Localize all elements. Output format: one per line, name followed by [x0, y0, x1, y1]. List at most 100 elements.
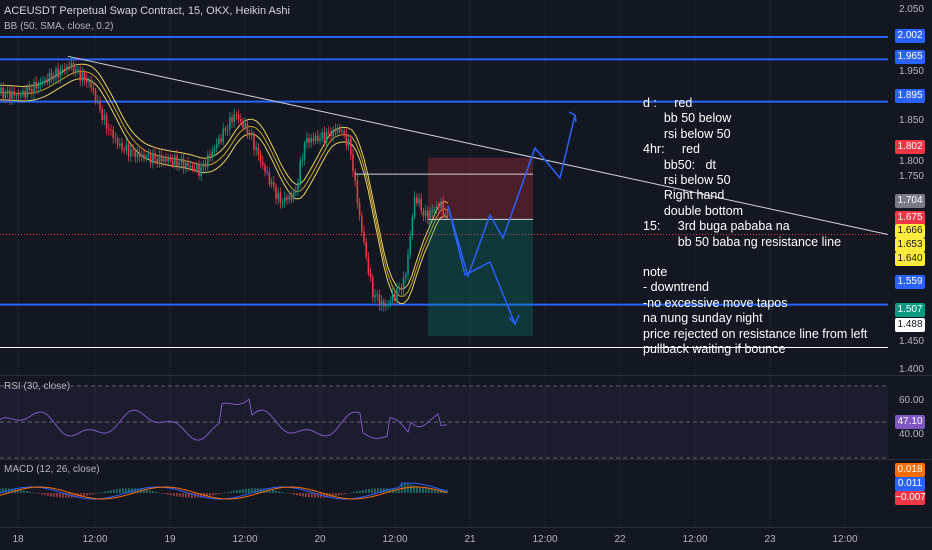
- candle-body: [57, 68, 59, 78]
- candle-body: [352, 154, 354, 172]
- candle-body: [424, 210, 427, 216]
- macd-histogram-bar: [230, 491, 232, 493]
- candle-body: [407, 254, 409, 275]
- macd-histogram-bar: [110, 490, 112, 493]
- macd-histogram-bar: [209, 493, 211, 497]
- candle-body: [167, 158, 169, 162]
- price-tag: 2.002: [895, 29, 925, 43]
- candle-body: [332, 129, 334, 137]
- price-tag: 1.559: [895, 275, 925, 289]
- candle-body: [79, 69, 81, 81]
- candle-body: [268, 172, 271, 185]
- macd-histogram-bar: [101, 492, 103, 493]
- drawings[interactable]: [67, 55, 889, 336]
- candle-body: [297, 182, 299, 192]
- macd-histogram-bar: [68, 493, 70, 498]
- pane-divider[interactable]: [0, 459, 932, 460]
- candle-body: [299, 160, 301, 183]
- candle-body: [202, 163, 205, 167]
- macd-histogram-bar: [137, 488, 139, 493]
- candle-body: [334, 129, 337, 133]
- time-label: 12:00: [232, 534, 258, 545]
- time-axis-divider: [0, 527, 932, 528]
- macd-histogram-bar: [185, 493, 187, 498]
- price-tag: 1.675: [895, 211, 925, 225]
- macd-histogram-bar: [275, 490, 277, 493]
- macd-histogram-bar: [161, 493, 163, 494]
- macd-histogram-bar: [191, 493, 193, 498]
- time-label: 12:00: [82, 534, 108, 545]
- bb-indicator-label[interactable]: BB (50, SMA, close, 0.2): [4, 21, 114, 32]
- macd-histogram-bar: [281, 491, 283, 493]
- macd-histogram-bar: [20, 489, 22, 493]
- candle-body: [88, 80, 90, 83]
- macd-histogram-bar: [35, 493, 37, 494]
- candle-body: [44, 79, 46, 82]
- candle-body: [61, 68, 64, 70]
- macd-tag: −0.007: [895, 491, 926, 505]
- candle-body: [442, 201, 444, 215]
- candle-body: [409, 236, 411, 255]
- macd-histogram-bar: [338, 493, 340, 496]
- candle-body: [24, 90, 26, 98]
- candle-body: [323, 132, 326, 142]
- candle-body: [94, 90, 97, 102]
- candle-body: [262, 161, 264, 166]
- macd-histogram-bar: [104, 491, 106, 493]
- candle-body: [394, 294, 396, 301]
- time-label: 18: [12, 534, 24, 545]
- horizontal-levels[interactable]: [0, 35, 888, 348]
- candle-body: [429, 211, 431, 219]
- note-line: price rejected on resistance line from l…: [643, 326, 868, 341]
- pane-divider[interactable]: [0, 375, 932, 376]
- candle-body: [402, 277, 405, 290]
- macd-histogram-bar: [41, 493, 43, 495]
- macd-histogram-bar: [419, 486, 421, 493]
- macd-histogram-bar: [242, 489, 244, 493]
- candle-body: [438, 206, 440, 208]
- macd-histogram-bar: [17, 489, 19, 493]
- rsi-tick: 60.00: [898, 395, 924, 406]
- price-tag: 1.653: [895, 238, 925, 252]
- trade-notes[interactable]: d : red bb 50 below rsi below 50 4hr: re…: [643, 96, 888, 358]
- projection-arrow-down: [508, 314, 520, 326]
- candle-body: [220, 138, 222, 142]
- candle-body: [248, 134, 251, 136]
- candle-body: [264, 165, 266, 173]
- macd-histogram-bar: [326, 493, 328, 498]
- macd-histogram-bar: [206, 493, 208, 497]
- rsi-indicator-label[interactable]: RSI (30, close): [4, 381, 71, 392]
- macd-histogram-bar: [269, 489, 271, 493]
- candle-body: [101, 109, 103, 120]
- candle-body: [169, 158, 172, 161]
- candle-body: [77, 69, 79, 71]
- macd-histogram-bar: [215, 493, 217, 495]
- candle-body: [292, 192, 295, 200]
- macd-histogram-bar: [83, 493, 85, 497]
- macd-histogram-bar: [50, 493, 52, 497]
- candle-body: [187, 162, 189, 167]
- macd-histogram-bar: [422, 487, 424, 493]
- note-line: bb 50 below: [643, 111, 732, 126]
- macd-histogram-bar: [74, 493, 76, 498]
- candle-body: [279, 192, 282, 203]
- macd-histogram-bar: [371, 488, 373, 493]
- candlesticks: [0, 57, 449, 312]
- candle-body: [387, 304, 389, 306]
- macd-histogram-bar: [155, 491, 157, 493]
- candle-body: [64, 68, 66, 70]
- rsi-pane: [0, 385, 888, 459]
- candle-body: [116, 138, 119, 145]
- candle-body: [325, 131, 328, 142]
- bollinger-band-line: [0, 70, 449, 297]
- candle-body: [345, 134, 348, 146]
- candle-body: [39, 82, 42, 85]
- macd-histogram-bar: [317, 493, 319, 498]
- candle-body: [180, 158, 183, 163]
- bollinger-band-line: [0, 78, 449, 305]
- macd-pane: [0, 482, 448, 500]
- macd-histogram-bar: [62, 493, 64, 498]
- macd-indicator-label[interactable]: MACD (12, 26, close): [4, 464, 100, 475]
- candle-body: [191, 165, 194, 169]
